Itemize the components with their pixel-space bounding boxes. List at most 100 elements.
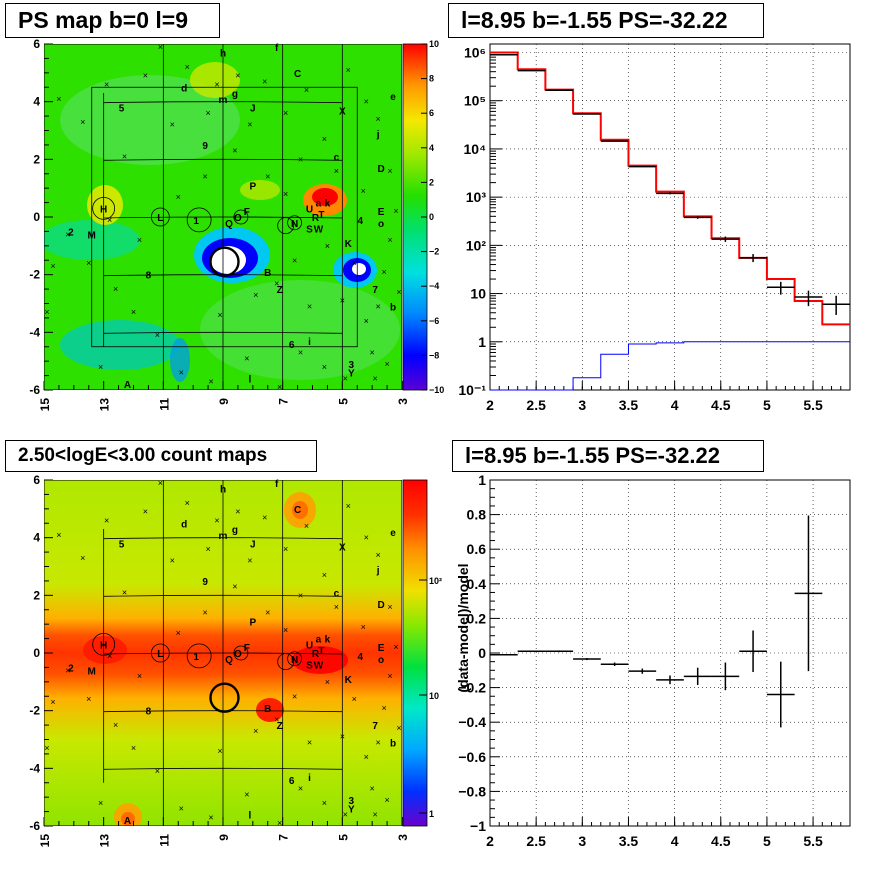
source-circle <box>92 632 116 656</box>
source-label: Q <box>225 655 233 666</box>
source-marker: × <box>364 752 369 762</box>
y-tick-label: 1 <box>478 334 486 350</box>
map-y-tick-label: -6 <box>29 819 40 833</box>
source-circle <box>277 653 295 671</box>
source-circle <box>150 643 170 663</box>
source-label: A <box>124 816 131 827</box>
source-circle <box>92 196 116 220</box>
source-marker: × <box>235 507 240 517</box>
source-marker: × <box>373 809 378 819</box>
source-marker: × <box>322 362 327 372</box>
source-label: W <box>314 225 324 236</box>
source-label: 5 <box>119 103 125 114</box>
source-label: 7 <box>372 721 378 732</box>
colorbar-tick-label: 1 <box>429 809 434 819</box>
source-label: d <box>181 519 187 530</box>
source-marker: × <box>274 714 279 724</box>
source-marker: × <box>143 507 148 517</box>
source-label: T <box>318 646 324 657</box>
source-marker: × <box>185 498 190 508</box>
source-label: 8 <box>146 271 152 282</box>
source-marker: × <box>298 154 303 164</box>
map-x-tick-label: 13 <box>98 398 112 412</box>
source-marker: × <box>56 94 61 104</box>
source-label: U <box>306 204 313 215</box>
source-marker: × <box>158 42 163 52</box>
x-tick-label: 3 <box>578 397 586 413</box>
spectrum-frame <box>489 43 851 391</box>
source-marker: × <box>274 278 279 288</box>
source-marker: × <box>253 290 258 300</box>
source-label: l <box>248 374 251 385</box>
source-marker: × <box>265 172 270 182</box>
source-marker: × <box>50 261 55 271</box>
source-label: P <box>249 181 256 192</box>
source-circle <box>186 643 212 669</box>
source-marker: × <box>122 587 127 597</box>
source-label: 6 <box>289 776 295 787</box>
x-tick-label: 4.5 <box>711 397 731 413</box>
source-marker: × <box>232 146 237 156</box>
source-label: J <box>250 103 256 114</box>
source-label: e <box>390 528 396 539</box>
source-label: c <box>334 588 340 599</box>
source-label: 2 <box>68 227 74 238</box>
y-tick-label: −1 <box>470 818 486 834</box>
source-label: H <box>100 640 107 651</box>
source-label: 9 <box>202 577 208 588</box>
source-circle <box>287 215 303 231</box>
x-tick-label: 5.5 <box>803 833 823 849</box>
source-label: N <box>291 219 298 230</box>
y-tick-label: 10² <box>466 237 487 253</box>
y-tick-label: 0.6 <box>467 541 487 557</box>
source-marker: × <box>384 359 389 369</box>
source-marker: × <box>387 602 392 612</box>
source-marker: × <box>325 677 330 687</box>
source-label: 1 <box>193 652 199 663</box>
source-label: Z <box>277 285 283 296</box>
map-x-tick-label: 7 <box>277 834 291 841</box>
source-marker: × <box>179 804 184 814</box>
source-marker: × <box>343 809 348 819</box>
source-label: Q <box>225 219 233 230</box>
source-label: e <box>390 92 396 103</box>
source-marker: × <box>247 556 252 566</box>
x-tick-label: 4 <box>671 397 679 413</box>
source-marker: × <box>155 766 160 776</box>
source-marker: × <box>202 172 207 182</box>
source-marker: × <box>304 85 309 95</box>
source-marker: × <box>298 784 303 794</box>
source-circle <box>287 651 303 667</box>
source-marker: × <box>262 512 267 522</box>
source-marker: × <box>340 296 345 306</box>
x-tick-label: 2.5 <box>526 397 546 413</box>
map-y-tick-label: -4 <box>29 325 40 339</box>
source-label: 1 <box>193 216 199 227</box>
source-label: j <box>376 565 380 576</box>
source-label: B <box>264 268 271 279</box>
x-tick-label: 2 <box>486 833 494 849</box>
source-marker: × <box>86 694 91 704</box>
map-y-tick-label: 0 <box>33 210 40 224</box>
source-marker: × <box>98 362 103 372</box>
source-marker: × <box>346 501 351 511</box>
source-marker: × <box>113 284 118 294</box>
target-circle <box>209 246 240 277</box>
source-label: 9 <box>202 141 208 152</box>
source-marker: × <box>208 376 213 386</box>
source-label: H <box>100 204 107 215</box>
map-x-tick-label: 9 <box>217 398 231 405</box>
source-marker: × <box>387 235 392 245</box>
source-marker: × <box>364 97 369 107</box>
map-y-tick-label: -6 <box>29 383 40 397</box>
source-marker: × <box>352 694 357 704</box>
source-circle <box>186 207 212 233</box>
x-tick-label: 3.5 <box>619 397 639 413</box>
source-marker: × <box>131 307 136 317</box>
source-marker: × <box>307 737 312 747</box>
source-marker: × <box>277 818 282 828</box>
source-label: M <box>88 666 96 677</box>
source-marker: × <box>107 215 112 225</box>
y-tick-label: −0.4 <box>458 714 486 730</box>
ps-map-title: PS map b=0 l=9 <box>5 3 220 38</box>
